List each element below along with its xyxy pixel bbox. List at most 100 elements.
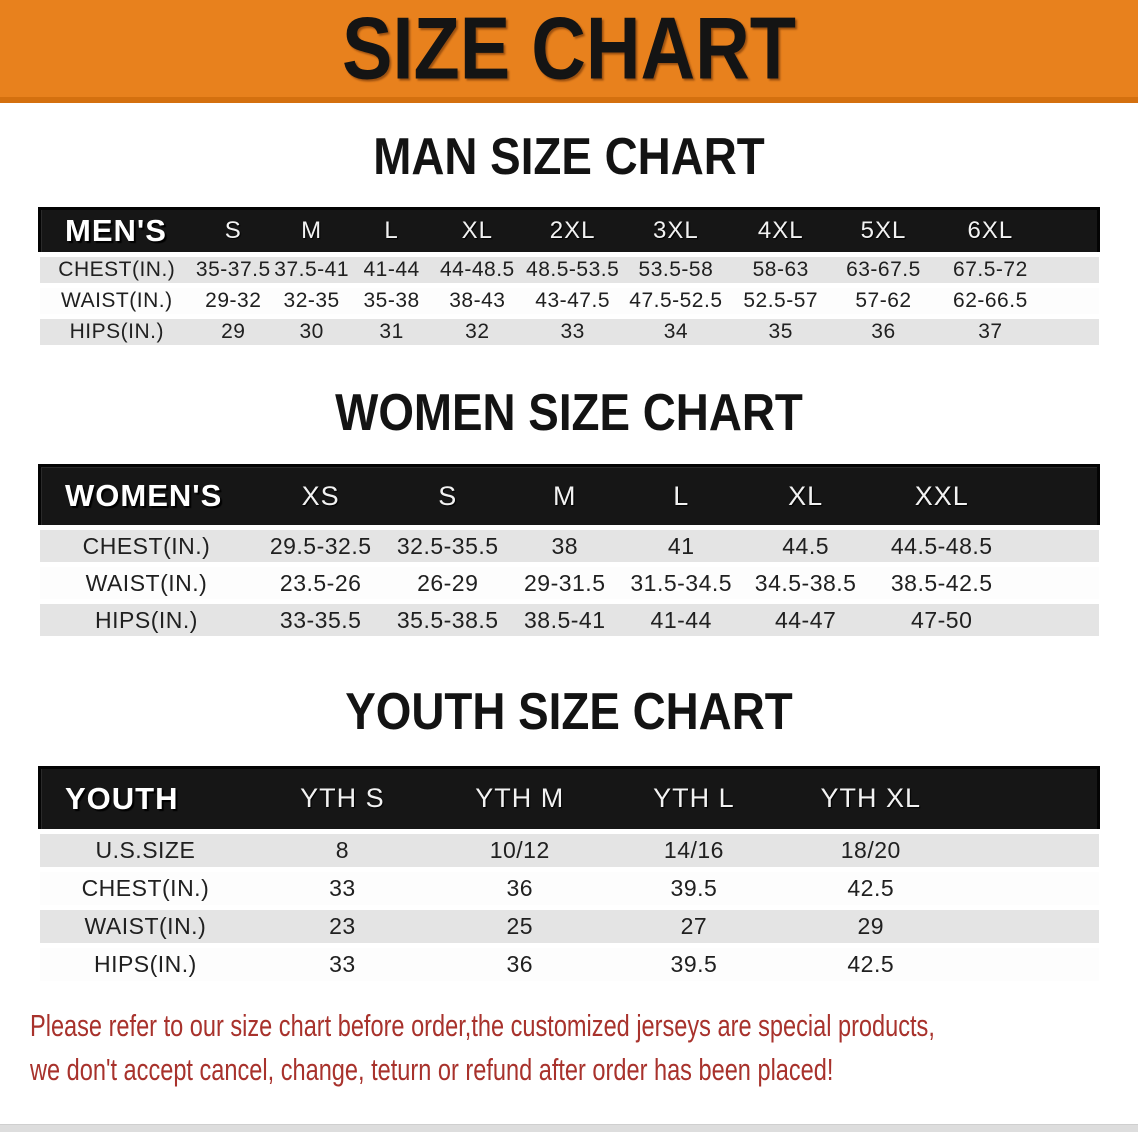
- cell: 23: [329, 912, 356, 939]
- cell: 44-48.5: [439, 257, 515, 281]
- cell: 62-66.5: [953, 288, 1028, 312]
- cell: 23.5-26: [279, 569, 362, 596]
- table-corner-label: YOUTH: [65, 780, 179, 816]
- column-header: YTH M: [475, 783, 565, 814]
- row-label: HIPS(IN.): [69, 319, 164, 343]
- cell: 18/20: [840, 836, 901, 863]
- column-header: 2XL: [549, 216, 596, 244]
- cell: 35-38: [363, 288, 420, 312]
- cell: 36: [506, 950, 534, 977]
- row-label: U.S.SIZE: [95, 836, 196, 863]
- table-row: CHEST(IN.) 29.5-32.5 32.5-35.5 38 41 44.5 44.5…: [39, 527, 1099, 565]
- cell: 26-29: [417, 569, 479, 596]
- cell: 42.5: [847, 950, 895, 977]
- section-men: MAN SIZE CHART MEN'S S M L XL 2XL 3XL 4XL 5XL 6XL…: [0, 130, 1138, 350]
- cell: 44.5: [782, 532, 830, 559]
- column-header: M: [552, 480, 577, 511]
- column-header: S: [438, 480, 458, 511]
- table-row: WAIST(IN.) 23.5-26 26-29 29-31.5 31.5-34.5 34…: [39, 564, 1099, 602]
- column-header: 3XL: [653, 216, 699, 244]
- cell: 52.5-57: [743, 288, 819, 312]
- row-label: CHEST(IN.): [81, 874, 210, 901]
- cell: 29-31.5: [523, 569, 606, 596]
- filler-cell: [1013, 528, 1099, 565]
- cell: 47-50: [911, 606, 973, 633]
- filler-cell: [960, 907, 1099, 945]
- column-header: XXL: [914, 480, 969, 511]
- column-header: YTH L: [653, 783, 735, 814]
- table-corner-label: MEN'S: [65, 212, 167, 248]
- cell: 8: [335, 836, 350, 863]
- youth-size-table: YOUTH YTH S YTH M YTH L YTH XL U.S.SIZE 8 10/12…: [38, 766, 1100, 986]
- row-label: CHEST(IN.): [58, 257, 176, 281]
- cell: 36: [871, 319, 896, 343]
- youth-section-heading: YOUTH SIZE CHART: [345, 683, 793, 742]
- cell: 33-35.5: [279, 606, 362, 633]
- bottom-edge-strip: [0, 1124, 1138, 1132]
- cell: 38.5-42.5: [890, 569, 993, 596]
- cell: 29-32: [205, 288, 262, 312]
- women-size-table: WOMEN'S XS S M L XL XXL CHEST(IN.) 29.5-32.5 32.5…: [38, 464, 1100, 641]
- cell: 63-67.5: [846, 257, 921, 281]
- table-row: CHEST(IN.) 33 36 39.5 42.5: [39, 869, 1099, 908]
- cell: 38-43: [449, 288, 506, 312]
- cell: 39.5: [670, 950, 718, 977]
- column-header: YTH S: [300, 783, 385, 814]
- cell: 33: [560, 319, 585, 343]
- order-policy-note: Please refer to our size chart before or…: [30, 1004, 1138, 1092]
- column-header: XL: [788, 480, 824, 511]
- women-section-heading: WOMEN SIZE CHART: [335, 383, 803, 442]
- filler-cell: [960, 869, 1099, 907]
- cell: 34: [663, 319, 689, 343]
- section-women: WOMEN SIZE CHART WOMEN'S XS S M L XL XXL CHEST(…: [0, 383, 1138, 642]
- cell: 33: [329, 950, 356, 977]
- cell: 41-44: [363, 257, 420, 281]
- column-header: XL: [461, 216, 494, 244]
- cell: 35.5-38.5: [396, 606, 499, 633]
- table-header-row: WOMEN'S XS S M L XL XXL: [39, 465, 1099, 528]
- cell: 38: [551, 532, 579, 559]
- filler-cell: [1047, 254, 1099, 285]
- order-policy-note-line-2: we don't accept cancel, change, teturn o…: [30, 1051, 834, 1087]
- cell: 44-47: [774, 606, 837, 633]
- cell: 53.5-58: [638, 257, 714, 281]
- cell: 32: [465, 319, 490, 343]
- cell: 29: [857, 912, 885, 939]
- column-header: 5XL: [860, 216, 907, 244]
- section-youth: YOUTH SIZE CHART YOUTH YTH S YTH M YTH L YTH…: [0, 685, 1138, 986]
- cell: 37: [978, 319, 1003, 343]
- column-header: L: [384, 216, 399, 244]
- filler-cell: [960, 767, 1099, 831]
- table-row: HIPS(IN.) 33-35.5 35.5-38.5 38.5-41 41-44 44-…: [39, 601, 1099, 639]
- cell: 29: [221, 319, 246, 343]
- filler-cell: [1047, 208, 1099, 254]
- cell: 41: [667, 532, 695, 559]
- row-label: HIPS(IN.): [93, 950, 197, 977]
- cell: 39.5: [670, 874, 718, 901]
- table-row: WAIST(IN.) 29-32 32-35 35-38 38-43 43-47.5 47.…: [39, 285, 1099, 317]
- men-size-table: MEN'S S M L XL 2XL 3XL 4XL 5XL 6XL CHEST(IN.) 35-37…: [38, 207, 1100, 350]
- cell: 34.5-38.5: [754, 569, 857, 596]
- cell: 30: [299, 319, 324, 343]
- row-label: WAIST(IN.): [61, 288, 173, 312]
- column-header: 6XL: [967, 216, 1014, 244]
- cell: 31: [379, 319, 404, 343]
- cell: 43-47.5: [535, 288, 611, 312]
- cell: 32.5-35.5: [396, 532, 499, 559]
- cell: 44.5-48.5: [890, 532, 993, 559]
- cell: 27: [680, 912, 708, 939]
- cell: 35: [768, 319, 793, 343]
- cell: 42.5: [847, 874, 895, 901]
- column-header: M: [301, 216, 323, 244]
- column-header: YTH XL: [820, 783, 922, 814]
- cell: 25: [506, 912, 534, 939]
- row-label: HIPS(IN.): [95, 606, 198, 633]
- table-corner-label: WOMEN'S: [65, 478, 223, 514]
- cell: 31.5-34.5: [630, 569, 733, 596]
- table-row: HIPS(IN.) 29 30 31 32 33 34 35 36 37: [39, 316, 1099, 348]
- cell: 36: [506, 874, 534, 901]
- cell: 35-37.5: [195, 257, 271, 281]
- table-row: WAIST(IN.) 23 25 27 29: [39, 907, 1099, 946]
- cell: 37.5-41: [274, 257, 350, 281]
- filler-cell: [960, 945, 1099, 983]
